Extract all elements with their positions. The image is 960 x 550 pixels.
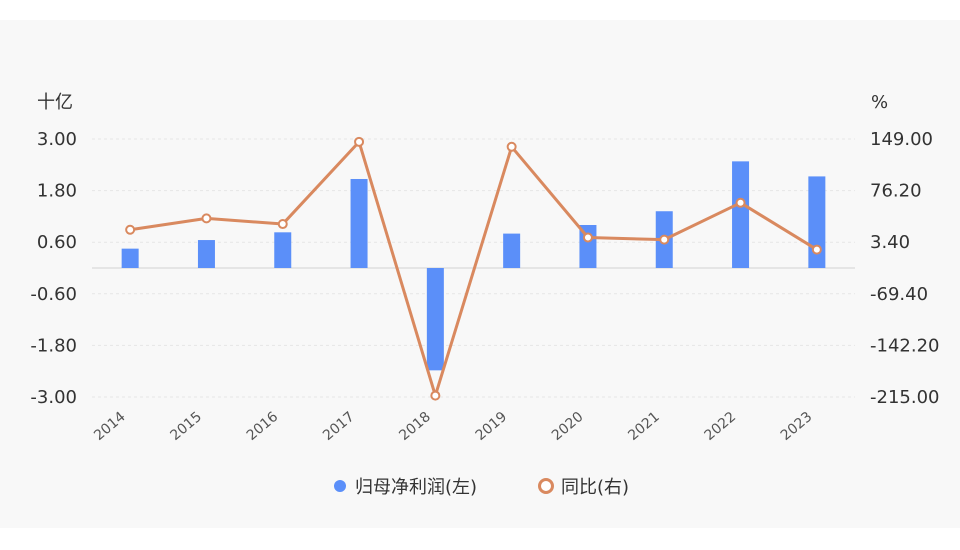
yoy-point xyxy=(659,234,670,245)
x-axis-tick-label: 2015 xyxy=(167,409,205,444)
right-axis-tick-label: -142.20 xyxy=(870,335,939,356)
right-axis-tick-label: 3.40 xyxy=(870,232,910,253)
right-axis-tick-label: -215.00 xyxy=(870,387,939,408)
left-axis-tick-label: -3.00 xyxy=(30,387,77,408)
x-axis-tick-label: 2019 xyxy=(473,409,511,444)
yoy-point xyxy=(277,219,288,230)
left-axis-unit: 十亿 xyxy=(37,92,73,113)
left-axis-tick-label: 0.60 xyxy=(37,232,77,253)
yoy-point xyxy=(430,390,441,401)
chart-card xyxy=(0,20,960,528)
left-axis-tick-label: 1.80 xyxy=(37,181,77,202)
x-axis-tick-label: 2022 xyxy=(702,409,740,444)
legend-label-yoy: 同比(右) xyxy=(561,477,629,498)
x-axis-tick-label: 2016 xyxy=(244,409,282,444)
yoy-point xyxy=(354,136,365,147)
right-axis-tick-label: 76.20 xyxy=(870,181,922,202)
x-axis-tick-label: 2023 xyxy=(778,409,816,444)
bar xyxy=(808,176,826,268)
bar xyxy=(350,178,368,268)
x-axis-tick-label: 2018 xyxy=(396,409,434,444)
right-axis-unit: % xyxy=(871,92,888,113)
bar xyxy=(732,161,750,268)
x-axis-tick-label: 2020 xyxy=(549,409,587,444)
bar xyxy=(503,233,521,268)
line-series xyxy=(125,136,822,401)
right-axis-tick-label: 149.00 xyxy=(870,129,933,150)
legend: 归母净利润(左) 同比(右) xyxy=(334,477,629,498)
yoy-point xyxy=(125,224,136,235)
bar-series xyxy=(121,161,826,371)
yoy-point xyxy=(811,244,822,255)
x-axis-tick-label: 2014 xyxy=(91,409,129,444)
bar xyxy=(426,268,444,371)
yoy-point xyxy=(201,213,212,224)
bar xyxy=(121,248,139,268)
bar xyxy=(197,240,215,268)
left-axis-tick-label: 3.00 xyxy=(37,129,77,150)
bar xyxy=(274,232,292,268)
left-axis-tick-label: -1.80 xyxy=(30,335,77,356)
legend-label-profit: 归母净利润(左) xyxy=(355,477,477,498)
yoy-line xyxy=(129,140,818,398)
yoy-point xyxy=(506,141,517,152)
yoy-point xyxy=(735,197,746,208)
yoy-point xyxy=(582,232,593,243)
left-axis-tick-label: -0.60 xyxy=(30,284,77,305)
right-axis-tick-label: -69.40 xyxy=(870,284,928,305)
x-axis-tick-label: 2021 xyxy=(625,409,663,444)
legend-marker-yoy xyxy=(538,478,554,494)
x-axis-tick-label: 2017 xyxy=(320,409,358,444)
legend-marker-profit xyxy=(334,480,346,492)
